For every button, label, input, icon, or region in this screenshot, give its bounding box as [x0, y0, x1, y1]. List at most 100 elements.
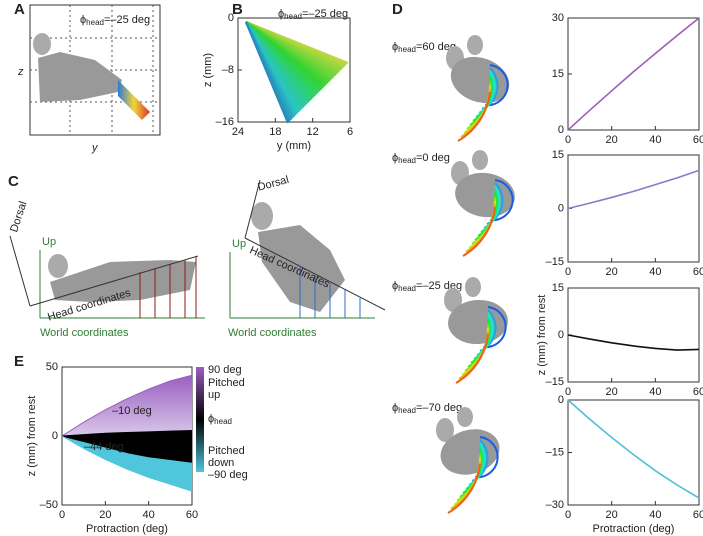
title-subscript: head [398, 45, 416, 54]
y-axis-label: z (mm) from rest [26, 396, 38, 477]
rat-ear [472, 150, 488, 170]
x-tick-label: 0 [565, 509, 571, 521]
title-subscript: head [284, 12, 302, 21]
whisker-arc [447, 463, 481, 514]
y-tick-label: 0 [52, 430, 58, 442]
rat-ear [465, 277, 481, 297]
panel-label: E [14, 353, 24, 370]
x-tick-label: 60 [186, 509, 198, 521]
y-tick-label: –15 [546, 446, 564, 458]
axis-label: Dorsal [8, 200, 29, 234]
panel-label: C [8, 173, 19, 190]
x-tick-label: 0 [59, 509, 65, 521]
rat-body [38, 52, 122, 102]
colorbar-label: ϕhead [208, 413, 232, 426]
x-tick-label: 20 [606, 266, 618, 278]
title-symbol: ϕ [392, 402, 398, 414]
x-tick-label: 60 [693, 134, 703, 146]
rat-illustration [451, 150, 515, 257]
data-line [567, 17, 700, 131]
title-symbol: ϕ [392, 280, 398, 292]
y-tick-label: 0 [228, 12, 234, 24]
rat-illustration [444, 277, 508, 384]
title-subscript: head [398, 156, 416, 165]
plot-frame [567, 287, 700, 383]
x-tick-label: 12 [307, 126, 319, 138]
x-tick-label: 6 [347, 126, 353, 138]
band-fill [62, 430, 192, 463]
axis-label: Up [232, 238, 246, 250]
y-tick-label: 0 [558, 329, 564, 341]
y-tick-label: 0 [558, 394, 564, 406]
colorbar [196, 367, 204, 472]
y-axis-label: z (mm) [202, 53, 214, 87]
axis-label: Up [42, 236, 56, 248]
x-tick-label: 40 [649, 134, 661, 146]
y-tick-label: –50 [40, 499, 58, 511]
chart-title: ϕhead=–25 deg [278, 8, 348, 21]
title-text: =–70 deg [416, 402, 462, 414]
x-tick-label: 0 [565, 134, 571, 146]
band-fill [62, 375, 192, 436]
x-tick-label: 18 [269, 126, 281, 138]
whisker-arc [457, 91, 491, 142]
title-text: =60 deg [416, 41, 456, 53]
band-fill [62, 436, 192, 492]
rat-ear [436, 418, 454, 442]
boundary-line [61, 435, 193, 463]
title-symbol: ϕ [392, 152, 398, 164]
annotation: –44 deg [84, 441, 124, 453]
x-tick-label: 40 [649, 386, 661, 398]
data-line [567, 334, 700, 351]
x-axis-label: Protraction (deg) [593, 523, 675, 535]
chart-title: ϕhead=0 deg [392, 152, 450, 165]
boundary-line [61, 435, 193, 492]
y-tick-label: 15 [552, 149, 564, 161]
title-subscript: head [398, 284, 416, 293]
symbol: ϕ [208, 413, 214, 425]
symbol-subscript: head [214, 417, 232, 426]
axis-label: World coordinates [228, 327, 317, 339]
colorbar-label: 90 deg [208, 364, 242, 376]
y-axis-label: z (mm) from rest [536, 295, 548, 376]
x-tick-label: 40 [649, 509, 661, 521]
x-axis-label: Protraction (deg) [86, 523, 168, 535]
colorbar-label: down [208, 457, 234, 469]
whisker-trace [244, 21, 290, 124]
annotation: –10 deg [112, 405, 152, 417]
plot-frame [567, 154, 700, 263]
phi-label: ϕhead=–25 deg [80, 14, 150, 27]
y-tick-label: 0 [558, 124, 564, 136]
x-tick-label: 40 [143, 509, 155, 521]
x-tick-label: 20 [99, 509, 111, 521]
panel-label: B [232, 1, 243, 18]
x-tick-label: 40 [649, 266, 661, 278]
rat-ear [457, 407, 473, 427]
y-tick-label: 30 [552, 12, 564, 24]
x-tick-label: 60 [693, 266, 703, 278]
panel-label: D [392, 1, 403, 18]
title-text: =0 deg [416, 152, 450, 164]
title-subscript: head [398, 406, 416, 415]
panel-label: A [14, 1, 25, 18]
data-line [567, 169, 700, 210]
x-tick-label: 20 [606, 134, 618, 146]
axis-label: World coordinates [40, 327, 129, 339]
title-text: =–25 deg [302, 8, 348, 20]
title-symbol: ϕ [392, 41, 398, 53]
axis-label: y [91, 142, 99, 154]
rat-illustration [436, 407, 500, 514]
whisker-fan [118, 80, 150, 120]
x-tick-label: 0 [565, 386, 571, 398]
x-axis-label: y (mm) [277, 140, 311, 152]
panel-a: ϕhead=–25 deg z y [17, 4, 161, 154]
whisker-arc [462, 206, 496, 257]
chart-title: ϕhead=–70 deg [392, 402, 462, 415]
x-tick-label: 24 [232, 126, 244, 138]
whisker-arc [455, 333, 489, 384]
colorbar-label: Pitched [208, 445, 245, 457]
panel-c-right: Dorsal Up Head coordinates World coordin… [228, 174, 386, 339]
y-tick-label: –8 [222, 64, 234, 76]
whisker-arc [474, 436, 499, 479]
